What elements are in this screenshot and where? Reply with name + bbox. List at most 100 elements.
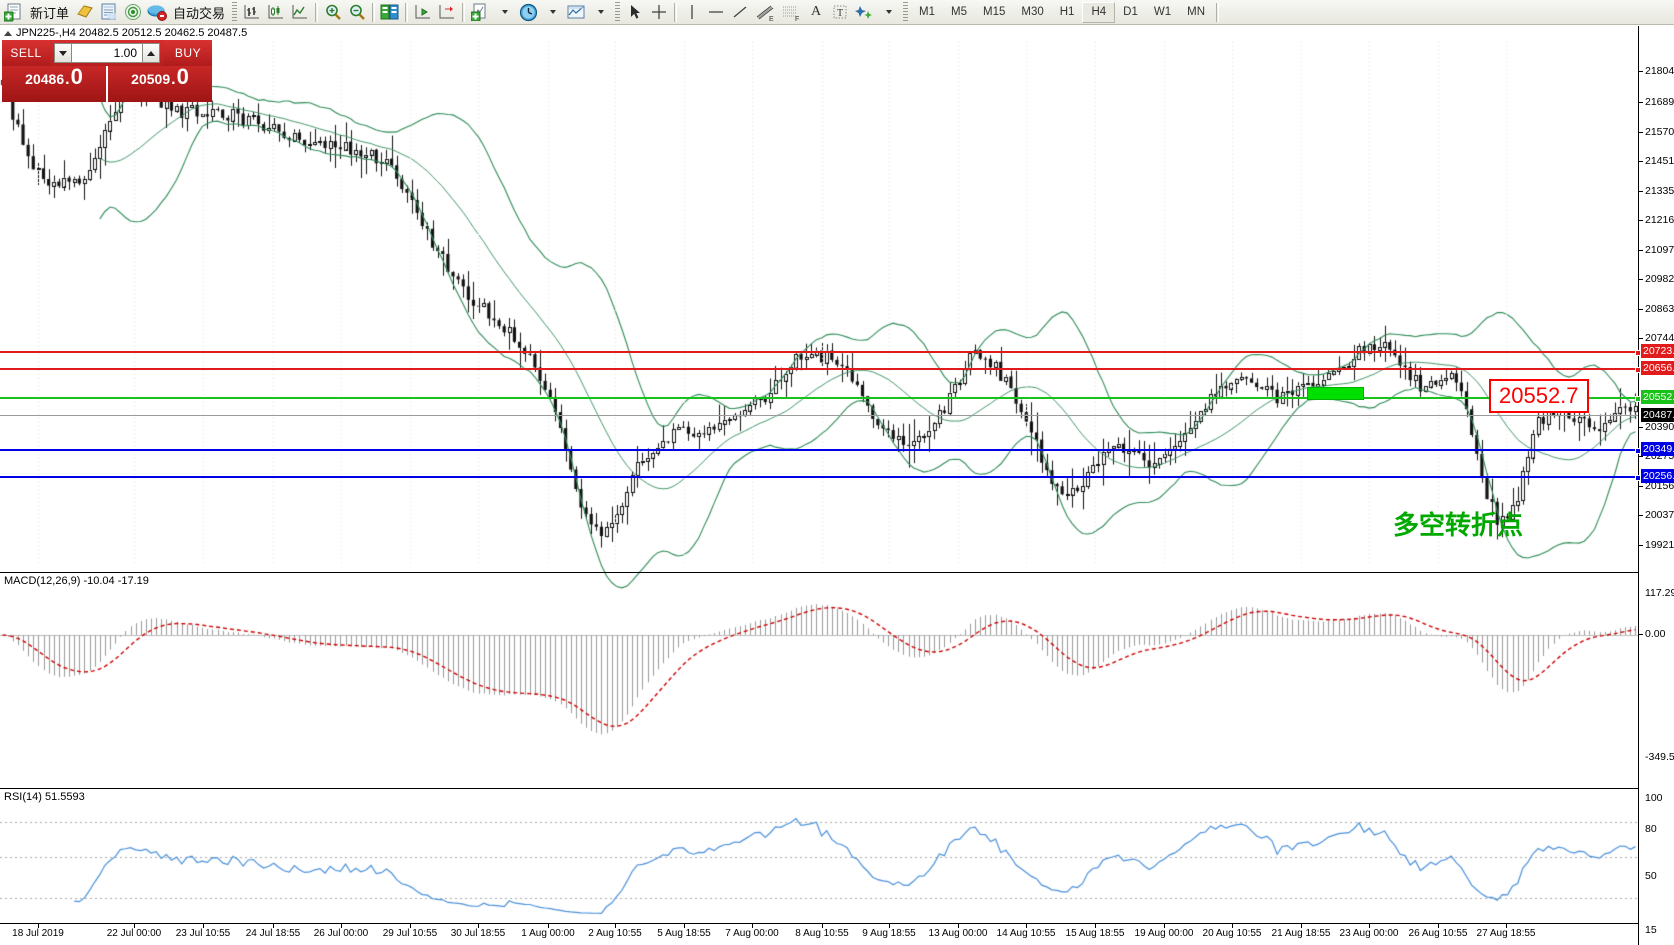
price-scale[interactable]: 21804.5 21689.0 21570.0 21451.0 21335.5 21216… — [1638, 26, 1674, 945]
rsi-scale-label: 100 — [1645, 792, 1663, 804]
periods-dropdown-icon[interactable] — [540, 1, 564, 24]
toolbar-grip-2[interactable] — [615, 2, 621, 22]
trade-panel-prices: 20486 . 0 20509 . 0 — [2, 66, 212, 102]
shapes-dropdown-icon[interactable] — [876, 1, 900, 24]
level-line-resistance-1[interactable] — [0, 350, 1641, 356]
text-label-icon[interactable]: T — [828, 1, 852, 24]
chart-expand-icon[interactable] — [4, 30, 12, 36]
timeframe-m30[interactable]: M30 — [1021, 6, 1044, 18]
level-anchor[interactable] — [1635, 396, 1641, 402]
sell-price-fraction: 0 — [70, 64, 83, 89]
chart-scale-icon[interactable] — [378, 1, 402, 24]
time-axis-label: 26 Aug 10:55 — [1408, 928, 1468, 939]
level-line-support-1[interactable] — [0, 448, 1641, 454]
sell-price-main: 20486 — [25, 71, 65, 87]
navigator-icon[interactable] — [121, 1, 145, 24]
bar-chart-icon[interactable] — [240, 1, 264, 24]
templates-icon[interactable] — [564, 1, 588, 24]
price-tag-blue[interactable]: 20349.5 — [1641, 442, 1674, 456]
time-tick — [203, 924, 204, 928]
level-anchor[interactable] — [1635, 475, 1641, 481]
cursor-icon[interactable] — [623, 1, 647, 24]
time-tick — [615, 924, 616, 928]
timeframe-m15[interactable]: M15 — [983, 6, 1006, 18]
price-tag-red[interactable]: 20723.9 — [1641, 344, 1674, 358]
level-line-pivot[interactable] — [0, 396, 1641, 402]
time-axis-label: 24 Jul 18:55 — [245, 928, 301, 939]
main-toolbar: 新订单 自动交易 — [0, 0, 1674, 25]
chart-window[interactable]: JPN225-,H4 20482.5 20512.5 20462.5 20487… — [0, 26, 1674, 945]
text-icon[interactable]: A — [810, 4, 822, 19]
price-tick-label: 20390.5 — [1645, 421, 1674, 433]
one-click-trading-panel[interactable]: SELL 1.00 BUY 20486 . 0 20509 . 0 — [2, 40, 212, 102]
shapes-icon[interactable] — [852, 1, 876, 24]
buy-price[interactable]: 20509 . 0 — [108, 66, 212, 102]
fibonacci-icon[interactable]: F — [778, 1, 804, 24]
level-line-support-2[interactable] — [0, 475, 1641, 481]
price-tag-green[interactable]: 20552.7 — [1641, 390, 1674, 404]
sell-price[interactable]: 20486 . 0 — [2, 66, 108, 102]
periods-icon[interactable] — [516, 1, 540, 24]
price-callout-box[interactable]: 20552.7 — [1489, 379, 1589, 413]
vertical-line-icon[interactable] — [680, 1, 704, 24]
buy-price-fraction: 0 — [176, 64, 189, 89]
profiles-icon[interactable] — [73, 1, 97, 24]
new-order-button[interactable] — [2, 1, 26, 24]
price-tag-red[interactable]: 20656.1 — [1641, 361, 1674, 375]
macd-scale-label: -349.58 — [1645, 751, 1674, 763]
rsi-scale-label: 80 — [1645, 823, 1657, 835]
new-order-label[interactable]: 新订单 — [30, 6, 70, 22]
autotrading-label[interactable]: 自动交易 — [173, 6, 226, 22]
time-axis[interactable]: 18 Jul 2019 22 Jul 00:00 23 Jul 10:55 24 Ju… — [0, 923, 1638, 945]
trendline-icon[interactable] — [728, 1, 752, 24]
timeframe-d1[interactable]: D1 — [1123, 6, 1138, 18]
price-tick — [1639, 279, 1643, 280]
toolbar-separator-4 — [462, 2, 466, 22]
level-line-resistance-2[interactable] — [0, 367, 1641, 373]
buy-button[interactable]: BUY — [164, 40, 212, 66]
timeframe-m1[interactable]: M1 — [919, 6, 936, 18]
volume-increase-button[interactable] — [142, 43, 160, 63]
crosshair-icon[interactable] — [647, 1, 671, 24]
highlight-rectangle[interactable] — [1307, 387, 1364, 400]
price-tick-label: 21335.5 — [1645, 185, 1674, 197]
timeframe-h1[interactable]: H1 — [1059, 6, 1075, 18]
level-line-last-price[interactable] — [0, 415, 1638, 416]
volume-stepper[interactable]: 1.00 — [50, 40, 164, 66]
auto-scroll-icon[interactable] — [435, 1, 459, 24]
time-axis-label: 20 Aug 10:55 — [1202, 928, 1262, 939]
price-tick-label: 20863.0 — [1645, 303, 1674, 315]
timeframe-m5[interactable]: M5 — [951, 6, 967, 18]
toolbar-grip-3[interactable] — [903, 2, 909, 22]
sell-button[interactable]: SELL — [2, 40, 50, 66]
time-axis-label: 22 Jul 00:00 — [106, 928, 162, 939]
time-axis-label: 5 Aug 18:55 — [657, 928, 711, 939]
level-anchor[interactable] — [1635, 350, 1641, 356]
price-tag-blue[interactable]: 20256.8 — [1641, 469, 1674, 483]
horizontal-line-icon[interactable] — [704, 1, 728, 24]
indicators-dropdown-icon[interactable] — [492, 1, 516, 24]
equidistant-channel-icon[interactable]: E — [752, 1, 778, 24]
zoom-in-icon[interactable] — [321, 1, 345, 24]
price-tag-black[interactable]: 20487.5 — [1641, 408, 1674, 422]
chart-shift-icon[interactable] — [411, 1, 435, 24]
autotrading-icon[interactable] — [145, 1, 169, 24]
indicators-icon[interactable] — [468, 1, 492, 24]
line-chart-icon[interactable] — [288, 1, 312, 24]
macd-scale-label: 117.29 — [1645, 587, 1674, 599]
timeframe-h4[interactable]: H4 — [1082, 1, 1116, 23]
time-tick — [273, 924, 274, 928]
level-anchor[interactable] — [1635, 367, 1641, 373]
volume-decrease-button[interactable] — [54, 43, 72, 63]
market-watch-icon[interactable] — [97, 1, 121, 24]
chart-canvas[interactable] — [0, 26, 1638, 945]
toolbar-grip-1[interactable] — [232, 2, 238, 22]
timeframe-w1[interactable]: W1 — [1153, 6, 1172, 18]
volume-input[interactable]: 1.00 — [72, 43, 142, 63]
candlestick-chart-icon[interactable] — [264, 1, 288, 24]
zoom-out-icon[interactable] — [345, 1, 369, 24]
level-anchor[interactable] — [1635, 448, 1641, 454]
timeframe-mn[interactable]: MN — [1187, 6, 1205, 18]
templates-dropdown-icon[interactable] — [588, 1, 612, 24]
time-axis-label: 13 Aug 00:00 — [928, 928, 988, 939]
